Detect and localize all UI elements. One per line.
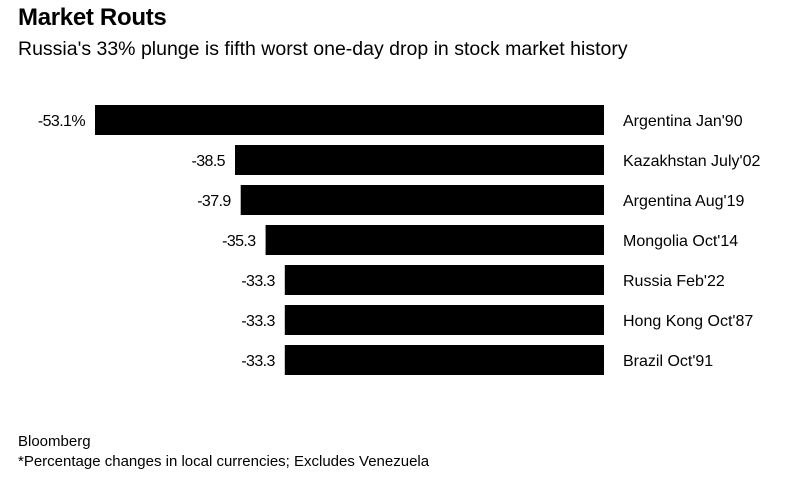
value-label: -33.3: [241, 353, 275, 370]
category-label: Mongolia Oct'14: [623, 233, 738, 250]
source-label: Bloomberg: [18, 433, 91, 450]
category-label: Brazil Oct'91: [623, 353, 713, 370]
value-label: -33.3: [241, 273, 275, 290]
category-label: Kazakhstan July'02: [623, 153, 760, 170]
category-label: Russia Feb'22: [623, 273, 725, 290]
value-label: -38.5: [192, 153, 226, 170]
footnote: *Percentage changes in local currencies;…: [18, 453, 430, 470]
category-label: Argentina Jan'90: [623, 113, 743, 130]
value-label: -35.3: [222, 233, 256, 250]
bar-5: [284, 305, 604, 335]
bar-3: [265, 225, 604, 255]
bars-group: -53.1% Argentina Jan'90 -38.5 Kazakhstan Ju…: [38, 105, 760, 375]
category-label: Hong Kong Oct'87: [623, 313, 753, 330]
bar-2: [240, 185, 604, 215]
category-label: Argentina Aug'19: [623, 193, 744, 210]
bar-6: [284, 345, 604, 375]
value-label: -33.3: [241, 313, 275, 330]
chart-subtitle: Russia's 33% plunge is fifth worst one-d…: [18, 38, 628, 60]
value-label: -53.1%: [38, 113, 85, 130]
chart-title: Market Routs: [18, 4, 167, 31]
value-label: -37.9: [197, 193, 231, 210]
bar-1: [235, 145, 604, 175]
bar-0: [95, 105, 604, 135]
bar-4: [284, 265, 604, 295]
